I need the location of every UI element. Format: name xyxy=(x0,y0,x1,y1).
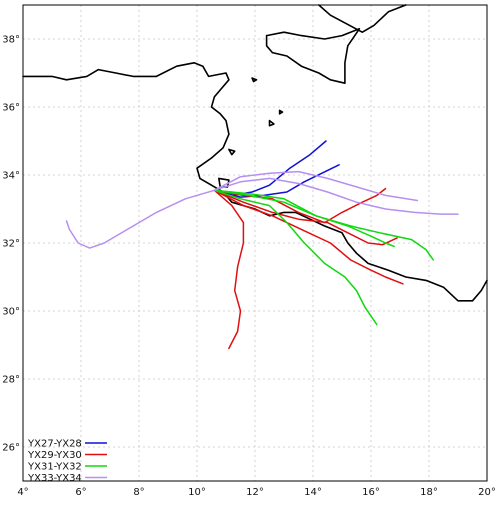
trajectory-yx29-yx30-1 xyxy=(213,189,245,350)
coastlines xyxy=(22,4,488,302)
trajectory-yx29-yx30-3 xyxy=(213,189,398,246)
y-tick-label: 32° xyxy=(2,239,20,250)
x-tick-label: 4° xyxy=(17,487,28,498)
x-tick-label: 10° xyxy=(188,487,206,498)
coastline-tiny-island-c xyxy=(278,109,284,115)
y-tick-label: 36° xyxy=(2,103,20,114)
y-tick-label: 30° xyxy=(2,307,20,318)
trajectory-yx33-yx34-3 xyxy=(213,170,419,202)
trajectory-yx31-yx32-3 xyxy=(213,189,395,248)
trajectory-yx33-yx34-1 xyxy=(65,189,216,249)
x-tick-label: 12° xyxy=(246,487,264,498)
trajectory-yx31-yx32-1 xyxy=(213,189,378,326)
x-tick-label: 20° xyxy=(478,487,496,498)
legend-label-yx29-yx30: YX29-YX30 xyxy=(27,450,82,461)
trajectory-yx31-yx32-2 xyxy=(213,189,435,261)
trajectories xyxy=(65,140,459,350)
x-tick-label: 14° xyxy=(304,487,322,498)
trajectory-yx29-yx30-2 xyxy=(213,189,404,285)
coastline-kerkennah xyxy=(228,148,236,156)
coastline-italy-top xyxy=(318,4,407,33)
legend-label-yx33-yx34: YX33-YX34 xyxy=(27,473,82,484)
x-tick-label: 8° xyxy=(133,487,144,498)
axis-ticks: 4° 6° 8° 10° 12° 14° 16° 18° 20° 26° 28° 30° 32° 34° 3… xyxy=(2,35,496,499)
coastline-sicily xyxy=(265,28,361,84)
x-tick-label: 18° xyxy=(420,487,438,498)
coastline-tiny-island-a xyxy=(251,77,258,83)
coastline-tiny-island-b xyxy=(268,119,275,127)
y-tick-label: 28° xyxy=(2,375,20,386)
map-frame xyxy=(22,4,488,482)
y-tick-label: 26° xyxy=(2,443,20,454)
x-tick-label: 6° xyxy=(75,487,86,498)
y-tick-label: 38° xyxy=(2,35,20,46)
y-tick-label: 34° xyxy=(2,171,20,182)
trajectory-yx27-yx28-2 xyxy=(213,164,340,198)
x-tick-label: 16° xyxy=(362,487,380,498)
legend-label-yx31-yx32: YX31-YX32 xyxy=(27,462,82,473)
coastline-main xyxy=(22,62,488,302)
coastline-djerba xyxy=(218,177,230,188)
legend-label-yx27-yx28: YX27-YX28 xyxy=(27,439,82,450)
trajectory-yx33-yx34-2 xyxy=(213,177,459,215)
